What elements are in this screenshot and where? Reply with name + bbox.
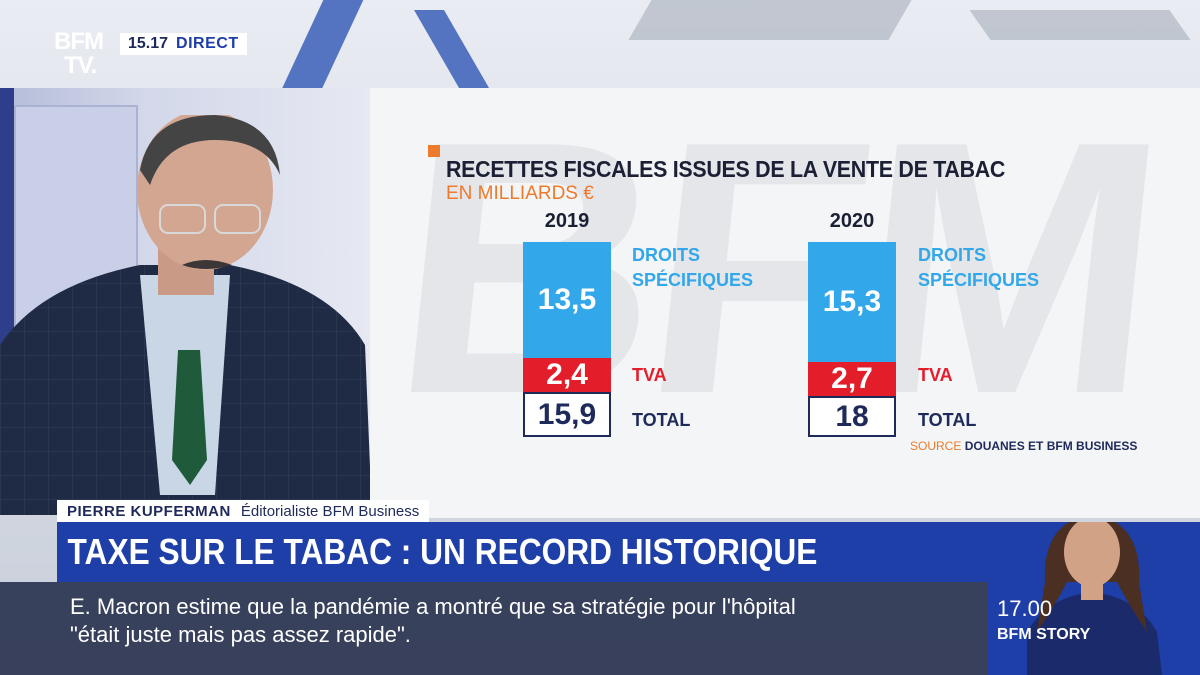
next-program-title: BFM STORY [997, 626, 1091, 643]
presenter-photo [1027, 522, 1162, 675]
chart-source: SOURCE DOUANES ET BFM BUSINESS [910, 439, 1137, 453]
legend-total-2020: TOTAL [918, 410, 977, 430]
guest-name-bar: PIERRE KUPFERMAN Éditorialiste BFM Busin… [57, 500, 430, 522]
legend-droits-line2: SPÉCIFIQUES [632, 270, 754, 290]
chart-subtitle: EN MILLIARDS € [446, 183, 594, 204]
legend-tva-2020: TVA [918, 365, 953, 385]
live-indicator: 15.17 DIRECT [120, 33, 247, 55]
source-prefix: SOURCE [910, 439, 962, 453]
clock: 15.17 [128, 35, 169, 52]
ticker-line: "était juste mais pas assez rapide". [70, 622, 411, 647]
headline-bar: TAXE SUR LE TABAC : UN RECORD HISTORIQUE [57, 522, 987, 582]
bar-tva-2020: 2,7 [808, 362, 896, 396]
next-program-time: 17.00 [997, 596, 1053, 621]
chart-title: RECETTES FISCALES ISSUES DE LA VENTE DE … [446, 156, 1006, 182]
bar-droits-2019: 13,5 [523, 242, 611, 358]
watermark: BFM [378, 88, 1171, 469]
legend-droits-2019: DROITS SPÉCIFIQUES [632, 243, 753, 293]
ticker-line: E. Macron estime que la pandémie a montr… [70, 594, 796, 619]
year-label: 2019 [544, 210, 590, 232]
guest-name: PIERRE KUPFERMAN [67, 502, 231, 520]
year-label: 2020 [829, 210, 875, 232]
news-ticker: E. Macron estime que la pandémie a montr… [70, 593, 970, 649]
legend-tva-2019: TVA [632, 365, 667, 385]
guest-video [0, 115, 372, 515]
legend-droits-line2: SPÉCIFIQUES [918, 270, 1040, 290]
logo-line2: TV. [64, 52, 97, 79]
legend-droits-line1: DROITS [918, 245, 987, 265]
bar-droits-2020: 15,3 [808, 242, 896, 362]
legend-droits-line1: DROITS [632, 245, 701, 265]
source-text: DOUANES ET BFM BUSINESS [964, 439, 1138, 453]
channel-logo: BFM TV. [54, 30, 118, 82]
logo-line1: BFM [54, 28, 104, 55]
headline: TAXE SUR LE TABAC : UN RECORD HISTORIQUE [67, 531, 818, 572]
title-marker [428, 145, 440, 157]
legend-droits-2020: DROITS SPÉCIFIQUES [918, 243, 1039, 293]
decor-shape [628, 0, 912, 40]
bar-total-2020: 18 [808, 396, 896, 437]
infographic-panel: BFM [370, 88, 1200, 518]
next-program-box [987, 522, 1200, 675]
guest-role: Éditorialiste BFM Business [240, 502, 420, 520]
news-ticker-bar [0, 582, 987, 675]
legend-total-2019: TOTAL [632, 410, 691, 430]
bar-total-2019: 15,9 [523, 392, 611, 437]
live-label: DIRECT [176, 35, 239, 52]
bar-tva-2019: 2,4 [523, 358, 611, 392]
decor-shape [969, 10, 1191, 40]
decor-stripe [414, 10, 496, 100]
